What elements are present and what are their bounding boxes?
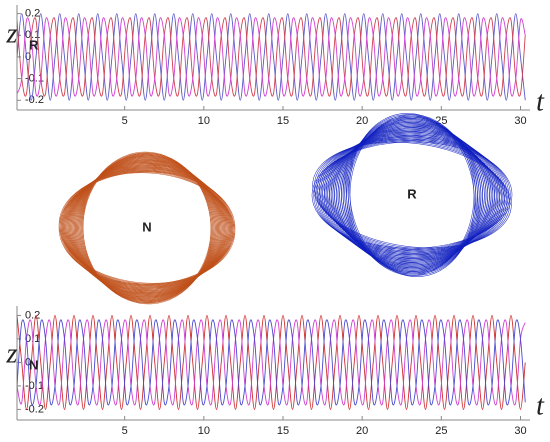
orbit-trace	[81, 153, 213, 303]
orbit-trace	[339, 122, 485, 268]
x-tick-label: 30	[514, 115, 526, 127]
orbit-trace	[75, 159, 219, 297]
orbit-trace	[58, 172, 236, 284]
x-axis-label: t	[536, 390, 545, 421]
y-axis-label: z	[6, 18, 18, 49]
orbit-trace	[349, 114, 475, 276]
series-line	[17, 17, 526, 97]
orbit-trace	[332, 127, 492, 263]
orbit-trace	[80, 154, 214, 302]
orbit-trace	[318, 137, 506, 253]
orbit-trace	[322, 134, 502, 256]
orbit-trace	[77, 157, 217, 299]
orbit-trace	[59, 171, 235, 285]
orbit-trace	[334, 126, 490, 264]
series-line	[17, 319, 526, 406]
x-tick-label: 20	[356, 425, 368, 437]
x-tick-label: 5	[122, 425, 128, 437]
series-line	[17, 13, 526, 101]
y-axis-label: z	[6, 338, 18, 369]
orbit-trace	[329, 129, 495, 261]
orbit-trace	[312, 141, 512, 249]
x-tick-label: 5	[122, 115, 128, 127]
orbit-trace	[70, 162, 224, 294]
series-line	[17, 17, 526, 97]
orbit-trace	[341, 120, 483, 270]
series-line	[17, 319, 526, 406]
orbit-trace	[342, 119, 482, 271]
orbit-trace	[64, 168, 230, 288]
y-tick-label: 0.2	[25, 8, 40, 20]
orbit-trace	[73, 159, 221, 297]
orbit-trace	[79, 155, 215, 301]
y-tick-label: -0.2	[25, 94, 44, 106]
series-line	[17, 314, 526, 410]
orbit-trace	[72, 160, 222, 296]
orbit-trace	[66, 166, 228, 290]
orbit-trace	[315, 139, 509, 251]
orbit-trace	[62, 169, 232, 287]
y-tick-label: -0.1	[25, 380, 44, 392]
x-tick-label: 10	[198, 425, 210, 437]
y-tick-label: 0.2	[25, 309, 40, 321]
orbit-trace	[69, 163, 225, 293]
orbit-trace	[68, 164, 226, 292]
orbit-trace	[82, 152, 212, 304]
orbit-trace	[71, 161, 223, 295]
y-tick-label: -0.2	[25, 403, 44, 415]
orbit-label: R	[407, 186, 417, 201]
orbit-trace	[327, 131, 497, 259]
x-tick-label: 10	[198, 115, 210, 127]
y-axis-label-subscript: N	[29, 357, 38, 372]
orbit-trace	[60, 170, 234, 286]
orbit-trace	[335, 124, 489, 266]
orbit-trace	[337, 123, 487, 267]
x-tick-label: 30	[514, 425, 526, 437]
x-tick-label: 15	[277, 425, 289, 437]
orbit-trace	[344, 118, 480, 272]
x-tick-label: 25	[435, 425, 447, 437]
orbit-label: N	[142, 219, 151, 234]
y-tick-label: 0.1	[25, 29, 40, 41]
y-tick-label: 0	[25, 51, 31, 63]
orbit-trace	[67, 165, 227, 291]
orbit-trace	[330, 128, 494, 262]
x-axis-label: t	[536, 86, 545, 117]
orbit-trace	[65, 167, 229, 289]
x-tick-label: 20	[356, 115, 368, 127]
orbit-trace	[317, 138, 507, 252]
orbit-trace	[323, 133, 501, 257]
x-tick-label: 15	[277, 115, 289, 127]
orbit-trace	[346, 116, 478, 274]
orbit-trace	[78, 156, 216, 300]
y-axis-label-subscript: R	[29, 37, 39, 52]
orbit-trace	[313, 140, 511, 250]
orbit-trace	[347, 115, 477, 275]
orbit-trace	[63, 168, 231, 288]
orbit-trace	[76, 158, 218, 298]
orbit-trace	[325, 132, 499, 258]
orbit-trace	[320, 136, 504, 254]
